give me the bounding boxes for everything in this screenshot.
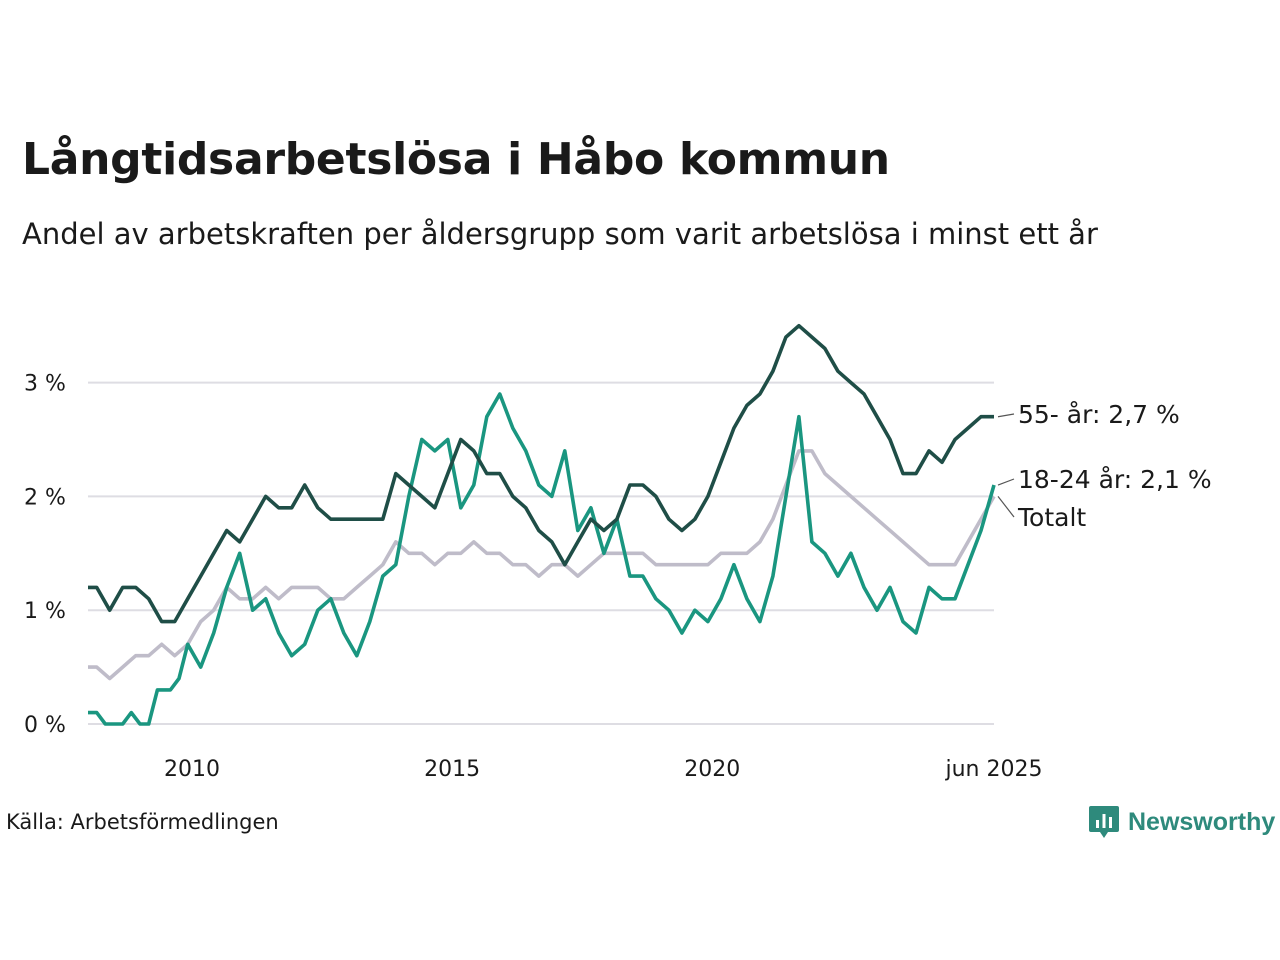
x-tick-label: 2020 bbox=[684, 757, 740, 782]
newsworthy-logo: Newsworthy bbox=[1088, 803, 1275, 841]
end-label-55-r: 55- år: 2,7 % bbox=[1018, 400, 1180, 429]
newsworthy-logo-icon bbox=[1089, 806, 1119, 838]
leader-line-55-r bbox=[997, 413, 1015, 418]
y-tick-label: 0 % bbox=[24, 713, 66, 738]
source-note: Källa: Arbetsförmedlingen bbox=[6, 810, 279, 834]
chart-title: Långtidsarbetslösa i Håbo kommun bbox=[22, 134, 890, 185]
end-label-18-24-r: 18-24 år: 2,1 % bbox=[1018, 465, 1212, 494]
series-line-18-24-r bbox=[88, 392, 996, 726]
series-line-55-r bbox=[88, 323, 994, 624]
y-tick-label: 1 % bbox=[24, 599, 66, 624]
newsworthy-logo-text: Newsworthy bbox=[1128, 807, 1276, 836]
chart-subtitle: Andel av arbetskraften per åldersgrupp s… bbox=[22, 217, 1098, 251]
leader-line-totalt bbox=[997, 496, 1015, 518]
y-tick-label: 3 % bbox=[24, 372, 66, 397]
y-axis: 0 % 1 % 2 % 3 % bbox=[24, 372, 66, 738]
x-tick-label: 2010 bbox=[164, 757, 220, 782]
leader-line-18-24-r bbox=[997, 478, 1015, 486]
series-lines bbox=[88, 323, 996, 726]
x-tick-label: jun 2025 bbox=[945, 757, 1043, 782]
y-tick-label: 2 % bbox=[24, 485, 66, 510]
x-axis: 2010 2015 2020 jun 2025 bbox=[164, 757, 1042, 782]
gridlines bbox=[88, 381, 994, 725]
series-end-labels: Totalt 18-24 år: 2,1 % 55- år: 2,7 % bbox=[997, 400, 1212, 532]
series-line-totalt bbox=[88, 449, 996, 681]
x-tick-label: 2015 bbox=[424, 757, 480, 782]
line-chart: 0 % 1 % 2 % 3 % 2010 2015 2020 jun 2025 Totalt… bbox=[24, 323, 1212, 782]
end-label-totalt: Totalt bbox=[1017, 503, 1086, 532]
